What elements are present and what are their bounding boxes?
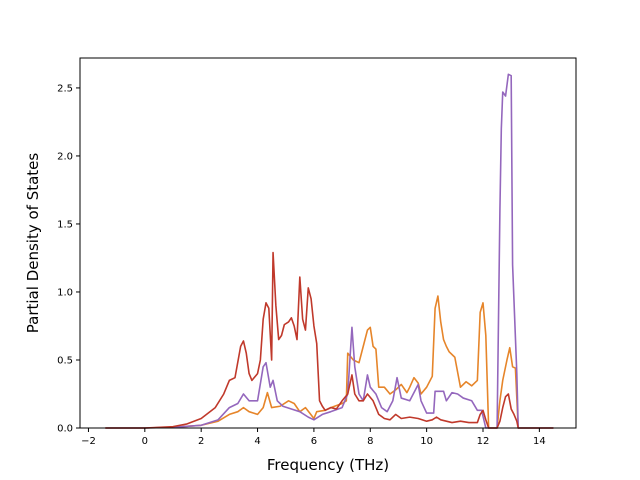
y-tick-label: 2.5 bbox=[57, 83, 73, 94]
x-tick-label: 8 bbox=[367, 436, 373, 447]
x-axis-label: Frequency (THz) bbox=[267, 456, 389, 474]
x-tick-label: 0 bbox=[142, 436, 148, 447]
y-tick-label: 0.5 bbox=[57, 355, 73, 366]
x-tick-label: 4 bbox=[254, 436, 260, 447]
y-axis-ticks: 0.0 0.5 1.0 1.5 2.0 2.5 bbox=[57, 83, 80, 435]
x-axis-ticks: −2 0 2 4 6 8 10 12 14 bbox=[81, 428, 546, 447]
y-axis-label: Partial Density of States bbox=[24, 153, 42, 334]
x-tick-label: 10 bbox=[420, 436, 433, 447]
x-tick-label: 6 bbox=[311, 436, 317, 447]
plot-frame bbox=[79, 57, 577, 429]
series-line-1 bbox=[105, 295, 554, 429]
y-tick-label: 1.5 bbox=[57, 219, 73, 230]
x-tick-label: 12 bbox=[477, 436, 490, 447]
y-tick-label: 0.0 bbox=[57, 424, 73, 435]
series-line-3 bbox=[105, 251, 554, 429]
y-tick-label: 1.0 bbox=[57, 287, 73, 298]
x-tick-label: −2 bbox=[81, 436, 96, 447]
y-tick-label: 2.0 bbox=[57, 151, 73, 162]
plot-area bbox=[80, 58, 576, 428]
x-tick-label: 2 bbox=[198, 436, 204, 447]
x-tick-label: 14 bbox=[533, 436, 546, 447]
